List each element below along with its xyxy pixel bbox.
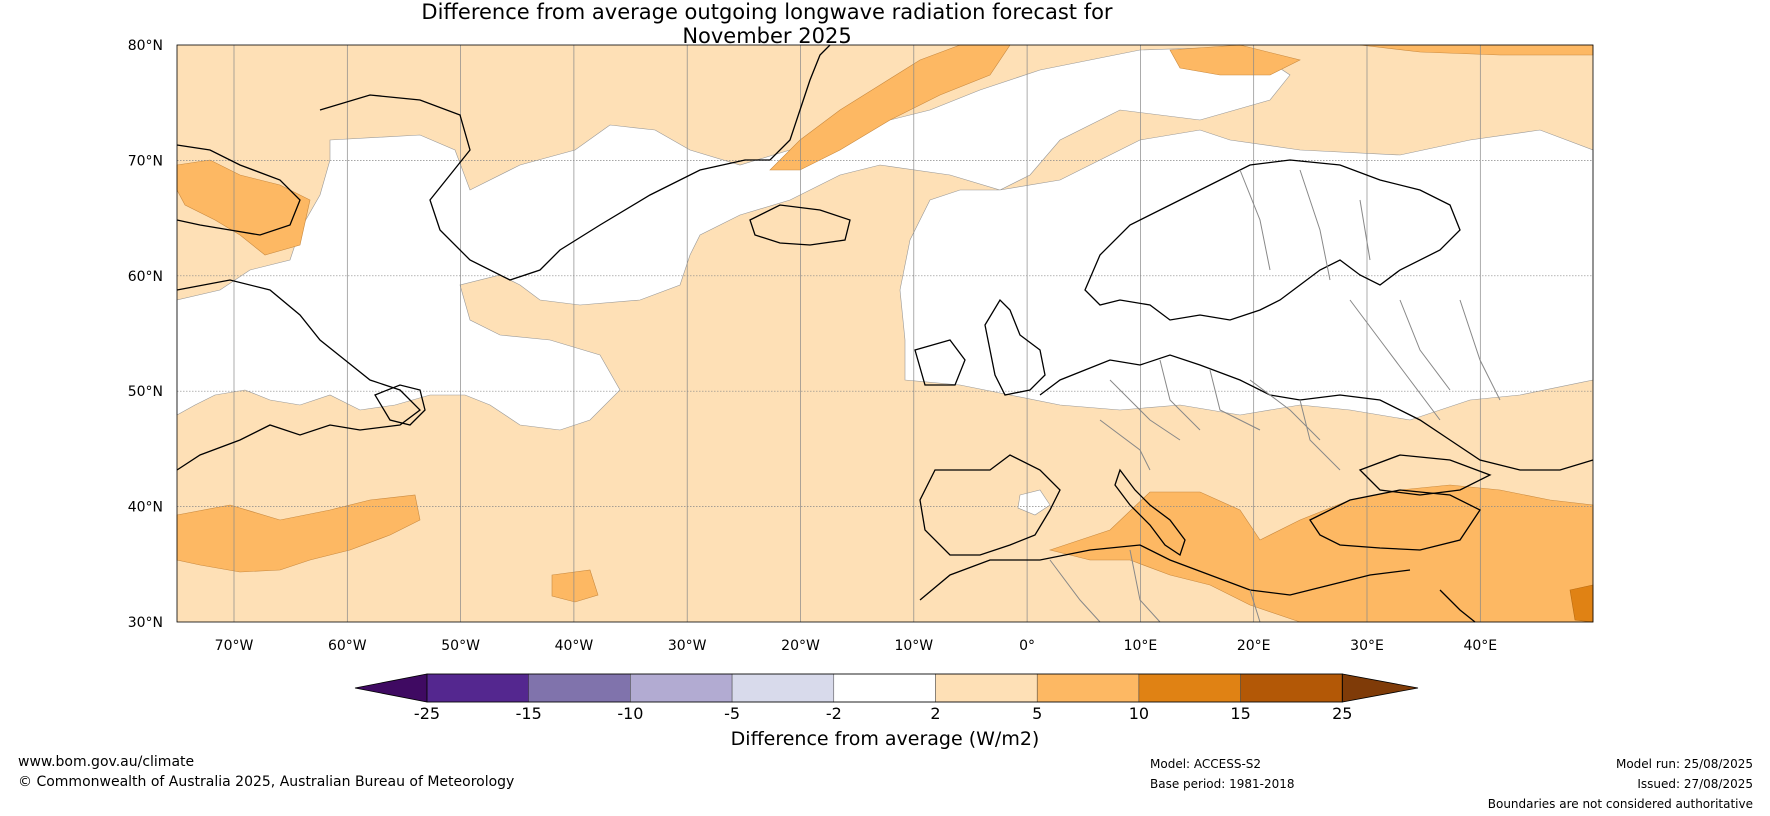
colorbar-bin (426, 673, 529, 703)
website-text: www.bom.gov.au/climate (18, 754, 195, 770)
colorbar: -25 -15 -10 -5 -2 2 5 10 15 25 (354, 673, 1419, 723)
longitude-label: 20°W (781, 638, 820, 654)
border-lines-eastern-europe (1349, 299, 1501, 421)
longitude-label: 30°E (1350, 638, 1384, 654)
colorbar-bin (1240, 673, 1343, 703)
colorbar-tick-label: 2 (930, 704, 940, 723)
greenland-coast (319, 44, 831, 281)
italy-coast (1114, 468, 1186, 557)
colorbar-bin (731, 673, 835, 703)
colorbar-tick-label: 15 (1230, 704, 1250, 723)
colorbar-tick-label: -10 (617, 704, 643, 723)
colorbar-bin (528, 673, 631, 703)
atlantic-southwest-patch (176, 494, 421, 573)
base-period-text: Base period: 1981-2018 (1150, 777, 1295, 791)
mediterranean-patch (1048, 484, 1594, 623)
scandinavia-coast (1084, 159, 1461, 321)
longitude-label: 70°W (215, 638, 254, 654)
map-frame (176, 44, 1594, 623)
europe-white-region (899, 129, 1594, 421)
europe-mainland-coast (1039, 354, 1594, 471)
colorbar-tick-label: 5 (1032, 704, 1042, 723)
map-panel (176, 44, 1594, 623)
border-lines-north-africa (1049, 549, 1261, 623)
colorbar-bin (1138, 673, 1241, 703)
longitude-label: 20°E (1237, 638, 1271, 654)
newfoundland-coast (374, 384, 426, 426)
latitude-label: 60°N (128, 269, 163, 285)
colorbar-extend-high (1341, 673, 1419, 703)
colorbar-label: Difference from average (W/m2) (730, 728, 1040, 750)
copyright-text: © Commonwealth of Australia 2025, Austra… (18, 774, 515, 790)
red-sea-coast (1439, 589, 1476, 623)
moderate-positive-areas (176, 44, 1594, 623)
colorbar-frame (426, 673, 1343, 703)
title-line-2: November 2025 (682, 24, 852, 48)
near-average-areas (176, 47, 1594, 516)
country-borders (1049, 169, 1501, 623)
iceland-coast (749, 204, 851, 246)
turkey-coast (1309, 489, 1481, 551)
graticule (177, 45, 1593, 622)
colorbar-bin (1036, 673, 1140, 703)
longitude-label: 30°W (668, 638, 707, 654)
labrador-coast (176, 279, 421, 471)
title-line-1: Difference from average outgoing longwav… (421, 0, 1113, 24)
latitude-label: 70°N (128, 153, 163, 169)
border-lines-scandinavia (1239, 169, 1371, 281)
baffin-coast (176, 144, 301, 236)
longitude-label: 10°W (894, 638, 933, 654)
colorbar-tick-label: -5 (724, 704, 740, 723)
colorbar-tick-label: 25 (1332, 704, 1352, 723)
colorbar-extend-low (354, 673, 428, 703)
black-sea-coast (1358, 454, 1492, 496)
latitude-label: 30°N (128, 615, 163, 631)
longitude-label: 40°E (1463, 638, 1497, 654)
coastlines (176, 44, 1594, 623)
colorbar-tick-label: 10 (1129, 704, 1149, 723)
colorbar-bin (935, 673, 1038, 703)
latitude-labels: 80°N 70°N 60°N 50°N 40°N 30°N (128, 38, 163, 631)
issued-text: Issued: 27/08/2025 (1637, 777, 1753, 791)
disclaimer-text: Boundaries are not considered authoritat… (1487, 797, 1753, 811)
longitude-label: 0° (1019, 638, 1035, 654)
model-run-text: Model run: 25/08/2025 (1615, 757, 1753, 771)
longitude-label: 40°W (555, 638, 594, 654)
latitude-label: 50°N (128, 384, 163, 400)
latitude-label: 80°N (128, 38, 163, 54)
colorbar-bin (630, 673, 733, 703)
longitude-labels: 70°W 60°W 50°W 40°W 30°W 20°W 10°W 0° 10°E 20°E 30… (215, 638, 1497, 654)
britain-coast (984, 298, 1046, 396)
gibraltar-white-patch (1017, 489, 1051, 516)
longitude-label: 10°E (1124, 638, 1158, 654)
colorbar-bin (833, 673, 936, 703)
iberia-coast (919, 454, 1061, 556)
longitude-label: 60°W (328, 638, 367, 654)
ireland-coast (914, 339, 966, 386)
colorbar-tick-label: -2 (826, 704, 842, 723)
longitude-label: 50°W (441, 638, 480, 654)
baffin-patch (176, 159, 311, 256)
model-text: Model: ACCESS-S2 (1150, 757, 1262, 771)
colorbar-tick-label: -15 (516, 704, 542, 723)
map-title: Difference from average outgoing longwav… (0, 0, 1697, 48)
colorbar-tick-label: -25 (414, 704, 440, 723)
latitude-label: 40°N (128, 500, 163, 516)
atlantic-small-patch (551, 569, 599, 603)
africa-north-coast (919, 544, 1411, 601)
border-lines-central-europe (1099, 359, 1341, 471)
